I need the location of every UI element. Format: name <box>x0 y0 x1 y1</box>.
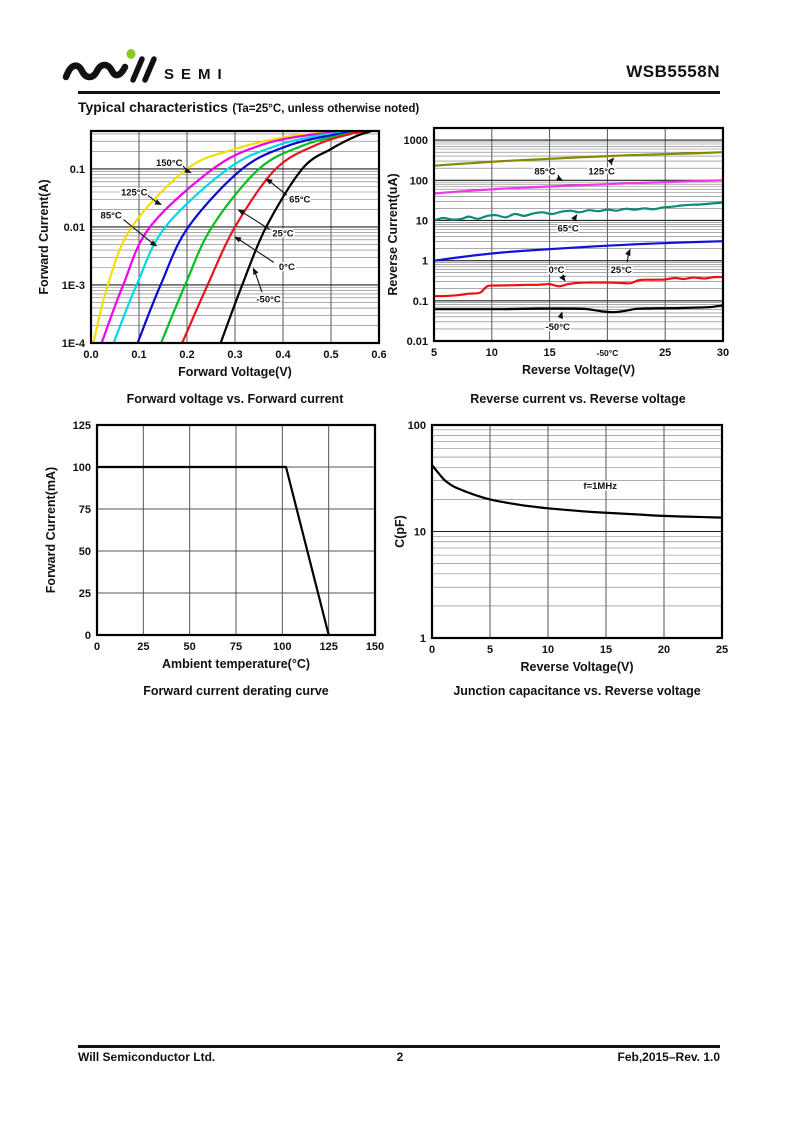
chart-reverse-iv-svg: 5 10 15 -50°C 25 30 1000 100 10 1 0.1 0.01 Reverse V… <box>386 126 729 377</box>
chart-reverse-iv: 5 10 15 -50°C 25 30 1000 100 10 1 0.1 0.01 Reverse V… <box>386 118 740 388</box>
svg-text:0.4: 0.4 <box>275 349 291 361</box>
company-logo: SEMI <box>58 46 258 99</box>
svg-text:0: 0 <box>429 644 435 656</box>
svg-text:30: 30 <box>717 347 729 359</box>
svg-text:0.2: 0.2 <box>179 349 194 361</box>
svg-text:100: 100 <box>408 420 426 432</box>
svg-text:50: 50 <box>184 641 196 653</box>
svg-text:1E-4: 1E-4 <box>62 338 86 350</box>
svg-text:Reverse Current(uA): Reverse Current(uA) <box>386 173 400 295</box>
svg-text:25: 25 <box>716 644 728 656</box>
footer-rule <box>78 1045 720 1048</box>
svg-text:125: 125 <box>73 420 91 432</box>
caption-capacitance: Junction capacitance vs. Reverse voltage <box>453 684 701 698</box>
svg-text:150: 150 <box>366 641 384 653</box>
svg-text:0.1: 0.1 <box>413 296 428 308</box>
svg-text:100: 100 <box>410 175 428 187</box>
svg-text:-50°C: -50°C <box>256 295 281 306</box>
svg-text:10: 10 <box>542 644 554 656</box>
svg-text:1: 1 <box>420 633 426 645</box>
logo-semi-text: SEMI <box>164 66 229 83</box>
logo-graphic: SEMI <box>62 49 229 83</box>
svg-text:-50°C: -50°C <box>596 348 618 358</box>
svg-text:20: 20 <box>658 644 670 656</box>
svg-text:f=1MHz: f=1MHz <box>583 481 617 492</box>
section-title-note: (Ta=25°C, unless otherwise noted) <box>232 103 420 115</box>
logo-slash-1 <box>130 56 145 83</box>
svg-text:0.5: 0.5 <box>323 349 338 361</box>
svg-text:0°C: 0°C <box>279 262 295 273</box>
svg-text:85°C: 85°C <box>101 211 122 222</box>
svg-text:75: 75 <box>79 504 91 516</box>
svg-text:0.0: 0.0 <box>83 349 98 361</box>
svg-text:Forward Current(A): Forward Current(A) <box>37 179 51 294</box>
svg-text:0.3: 0.3 <box>227 349 242 361</box>
logo-dot <box>126 49 136 59</box>
svg-text:0: 0 <box>94 641 100 653</box>
header-rule <box>78 91 720 94</box>
chart-forward-iv-svg: 0.0 0.1 0.2 0.3 0.4 0.5 0.6 0.1 0.01 1E-3 1E-4 Forw… <box>37 129 387 379</box>
footer-company: Will Semiconductor Ltd. <box>78 1050 216 1064</box>
svg-text:0: 0 <box>85 630 91 642</box>
svg-text:25°C: 25°C <box>611 265 632 276</box>
svg-text:0.6: 0.6 <box>371 349 386 361</box>
chart-derating: 0 25 50 75 100 125 150 0 25 50 75 100 125 Ambient tem… <box>40 413 390 703</box>
svg-text:Ambient temperature(°C): Ambient temperature(°C) <box>162 657 310 671</box>
svg-text:25: 25 <box>79 588 91 600</box>
svg-text:10: 10 <box>416 215 428 227</box>
svg-text:10: 10 <box>486 347 498 359</box>
part-number: WSB5558N <box>626 62 720 81</box>
chart-forward-iv: 0.0 0.1 0.2 0.3 0.4 0.5 0.6 0.1 0.01 1E-3 1E-4 Forw… <box>37 118 390 388</box>
chart-derating-svg: 0 25 50 75 100 125 150 0 25 50 75 100 125 Ambient tem… <box>44 420 384 671</box>
svg-text:5: 5 <box>487 644 493 656</box>
svg-text:0°C: 0°C <box>549 265 565 276</box>
svg-text:25: 25 <box>137 641 149 653</box>
svg-text:25°C: 25°C <box>272 229 293 240</box>
svg-text:125°C: 125°C <box>588 167 615 178</box>
svg-text:1000: 1000 <box>404 135 428 147</box>
footer-page-number: 2 <box>396 1050 404 1064</box>
svg-text:15: 15 <box>543 347 555 359</box>
svg-text:0.1: 0.1 <box>70 164 85 176</box>
caption-reverse-iv: Reverse current vs. Reverse voltage <box>470 392 686 406</box>
logo-slash-2 <box>142 56 157 83</box>
svg-text:100: 100 <box>273 641 291 653</box>
svg-text:25: 25 <box>659 347 671 359</box>
svg-text:Forward Current(mA): Forward Current(mA) <box>44 467 58 593</box>
svg-text:75: 75 <box>230 641 242 653</box>
svg-text:1E-3: 1E-3 <box>62 280 85 292</box>
svg-text:100: 100 <box>73 462 91 474</box>
svg-text:0.01: 0.01 <box>64 222 85 234</box>
chart-capacitance: 0 5 10 15 20 25 100 10 1 Reverse Voltage(V) C(pF) f… <box>390 413 740 703</box>
svg-text:10: 10 <box>414 527 426 539</box>
svg-text:50: 50 <box>79 546 91 558</box>
svg-text:5: 5 <box>431 347 437 359</box>
chart-capacitance-svg: 0 5 10 15 20 25 100 10 1 Reverse Voltage(V) C(pF) f… <box>393 420 728 674</box>
section-title: Typical characteristics (Ta=25°C, unless… <box>78 99 419 117</box>
svg-text:1: 1 <box>422 256 428 268</box>
section-title-main: Typical characteristics <box>78 99 228 115</box>
caption-derating: Forward current derating curve <box>143 684 329 698</box>
svg-text:Forward Voltage(V): Forward Voltage(V) <box>178 365 292 379</box>
svg-text:Reverse Voltage(V): Reverse Voltage(V) <box>520 660 633 674</box>
svg-text:0.01: 0.01 <box>407 336 428 348</box>
svg-text:150°C: 150°C <box>156 158 183 169</box>
svg-text:0.1: 0.1 <box>131 349 146 361</box>
footer-revision: Feb,2015–Rev. 1.0 <box>617 1050 720 1064</box>
svg-text:125°C: 125°C <box>121 187 148 198</box>
svg-text:65°C: 65°C <box>289 195 310 206</box>
svg-text:125: 125 <box>319 641 337 653</box>
svg-text:85°C: 85°C <box>534 167 555 178</box>
svg-text:65°C: 65°C <box>557 223 578 234</box>
svg-text:15: 15 <box>600 644 612 656</box>
logo-w-wave <box>62 61 129 81</box>
svg-text:-50°C: -50°C <box>545 322 570 333</box>
svg-text:C(pF): C(pF) <box>393 515 407 548</box>
svg-text:Reverse Voltage(V): Reverse Voltage(V) <box>522 363 635 377</box>
caption-forward-iv: Forward voltage vs. Forward current <box>126 392 344 406</box>
